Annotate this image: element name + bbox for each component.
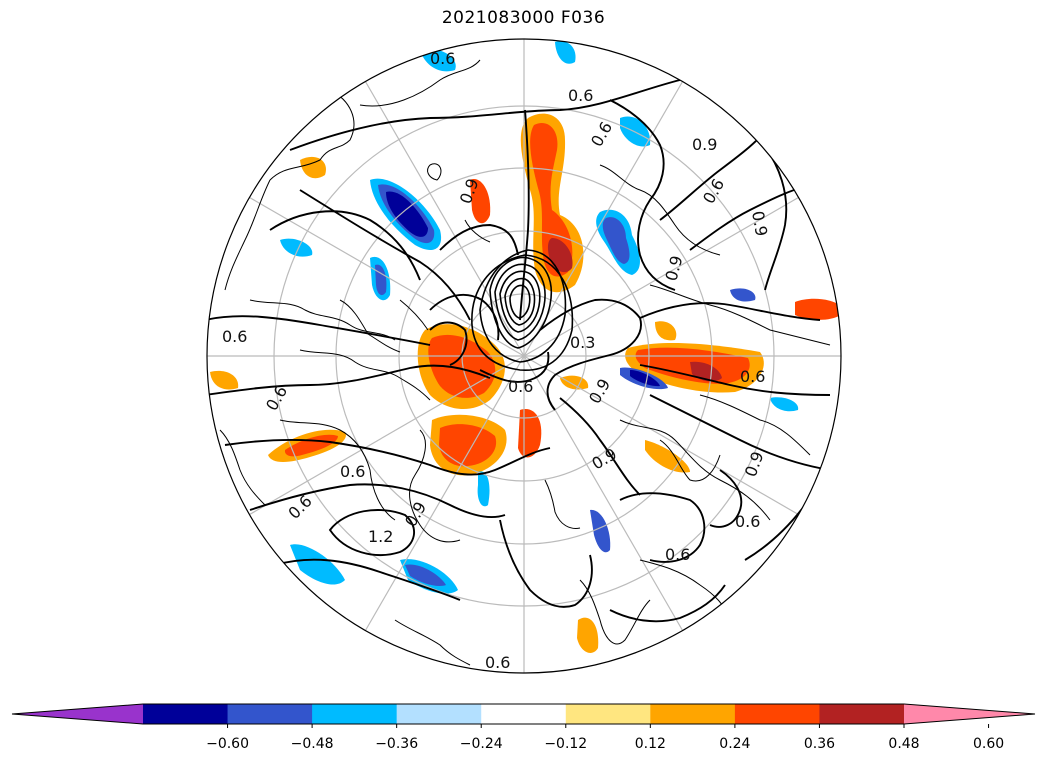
colorbar-segment (481, 704, 567, 724)
shade-blue-2-core (630, 370, 660, 387)
colorbar-segment (565, 704, 651, 724)
colorbar-segment (312, 704, 398, 724)
colorbar-tick-label: 0.24 (719, 736, 750, 752)
colorbar-segment (734, 704, 820, 724)
shade-blue-10 (477, 471, 490, 507)
shade-patch-4 (795, 298, 841, 320)
colorbar-segment (819, 704, 905, 724)
shade-patch-5 (210, 370, 239, 390)
shade-blue-4-core (405, 564, 446, 586)
contour-label: 0.6 (665, 545, 690, 564)
plot-title: 2021083000 F036 (441, 8, 606, 28)
colorbar-segment (396, 704, 482, 724)
shade-blue-5 (290, 544, 345, 585)
shade-patch-6 (645, 440, 690, 473)
colorbar-tick-label: −0.12 (544, 736, 587, 752)
contour-label: 0.9 (692, 135, 717, 154)
colorbar-segment (143, 704, 229, 724)
map-disk: 0.6 0.6 0.9 0.6 0.6 0.9 0.9 0.3 0.6 0.9 … (207, 39, 841, 673)
shade-blue-8 (730, 288, 756, 302)
shade-patch-3 (577, 617, 599, 653)
colorbar-tick-label: 0.48 (888, 736, 919, 752)
shade-blue-7 (555, 41, 576, 64)
shade-blue-12 (420, 48, 456, 72)
colorbar-segment (227, 704, 313, 724)
colorbar-extend-high (904, 704, 1035, 724)
shade-blue-11 (770, 397, 799, 412)
shade-blue-9 (280, 238, 313, 257)
shade-northeast-blue-core (602, 217, 630, 264)
colorbar-tick-label: −0.48 (291, 736, 334, 752)
pole-contours (471, 249, 574, 371)
anomaly-shading (210, 41, 841, 653)
colorbar-outline (11, 703, 1036, 725)
colorbar-extend-low (12, 704, 143, 724)
colorbar-tick-label: 0.12 (635, 736, 666, 752)
graticule (207, 39, 841, 673)
contour-label: 0.6 (508, 377, 533, 396)
colorbar-segment (650, 704, 736, 724)
colorbar-tick-label: 0.36 (804, 736, 835, 752)
colorbar-tick-label: −0.24 (460, 736, 503, 752)
shade-north-blue-core (386, 191, 428, 237)
shade-patch-1 (300, 156, 326, 179)
shade-patch-8 (655, 321, 677, 341)
colorbar-tick-label: 0.60 (973, 736, 1004, 752)
contour-label: 0.6 (485, 653, 510, 672)
colorbar-tick-label: −0.36 (375, 736, 418, 752)
shade-southwest-streak-core (284, 434, 338, 457)
colorbar: −0.60 −0.48 −0.36 −0.24 −0.12 0.12 0.24 0.36 0.4… (11, 703, 1036, 752)
contour-label: 0.9 (748, 209, 771, 237)
contour-label: 0.6 (568, 86, 593, 105)
shade-south-blob-core (439, 424, 497, 467)
contour-label: 0.3 (570, 333, 595, 352)
contour-label: 0.6 (430, 49, 455, 68)
contour-label: 0.6 (222, 327, 247, 346)
shade-patch-2 (470, 179, 491, 224)
contour-label: 1.2 (368, 527, 393, 546)
shade-blue-3 (590, 509, 611, 553)
contour-label: 0.6 (735, 512, 760, 531)
shade-top-plume-core (530, 122, 573, 277)
contour-label: 0.6 (740, 367, 765, 386)
map-boundary (206, 38, 842, 674)
colorbar-tick-label: −0.60 (206, 736, 249, 752)
contour-label: 0.6 (340, 462, 365, 481)
